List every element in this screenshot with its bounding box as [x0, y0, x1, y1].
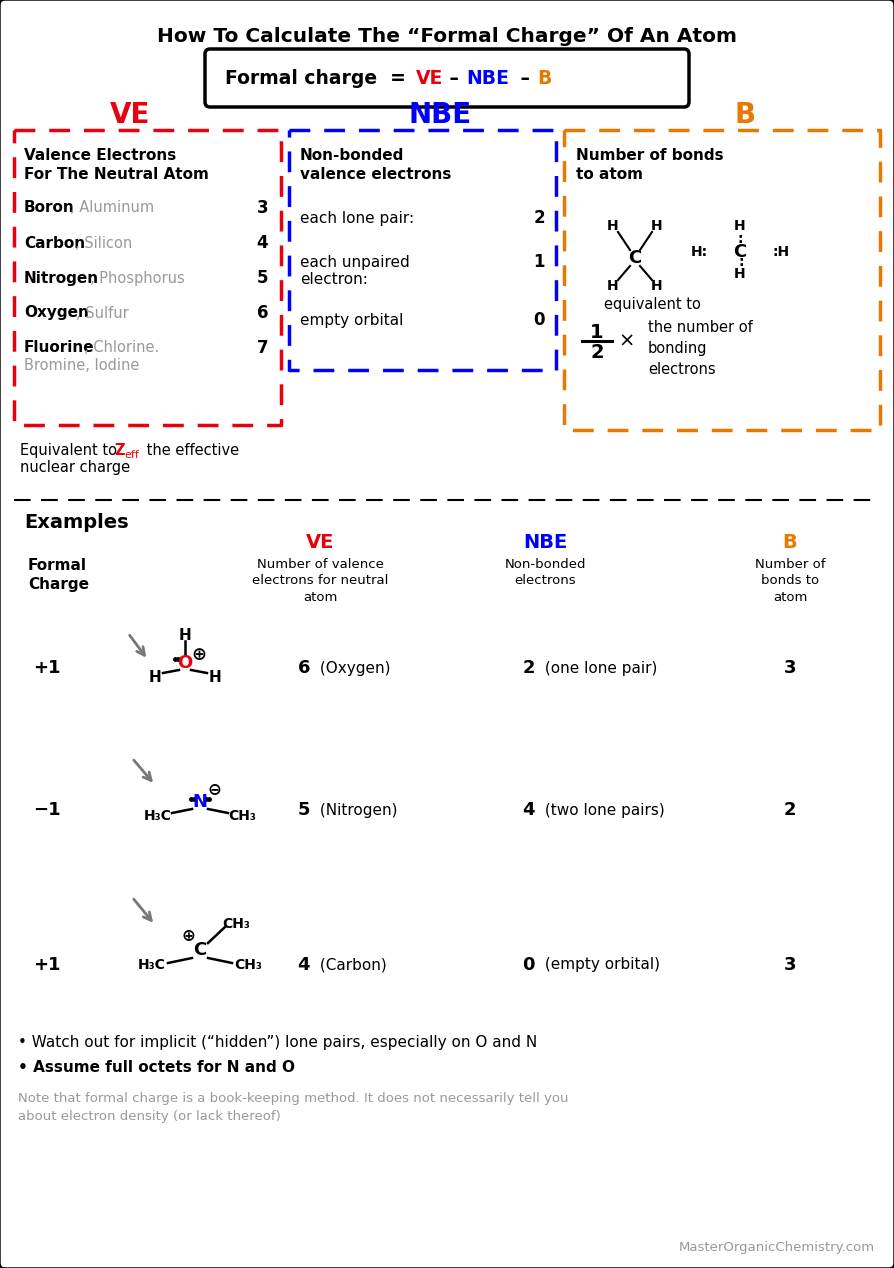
Text: ×: × — [619, 331, 636, 350]
Text: 6: 6 — [298, 659, 310, 677]
Text: Non-bonded
electrons: Non-bonded electrons — [504, 558, 586, 587]
Text: Z: Z — [114, 443, 124, 458]
Text: Note that formal charge is a book-keeping method. It does not necessarily tell y: Note that formal charge is a book-keepin… — [18, 1092, 569, 1123]
Text: H₃C: H₃C — [138, 959, 166, 973]
Text: +1: +1 — [33, 659, 61, 677]
Text: • Watch out for implicit (“hidden”) lone pairs, especially on O and N: • Watch out for implicit (“hidden”) lone… — [18, 1035, 537, 1050]
Text: 2: 2 — [784, 801, 797, 819]
Text: , Silicon: , Silicon — [75, 236, 132, 251]
Text: −1: −1 — [33, 801, 61, 819]
FancyBboxPatch shape — [205, 49, 689, 107]
Text: the number of
bonding
electrons: the number of bonding electrons — [648, 320, 753, 377]
Text: :: : — [738, 255, 744, 269]
Text: (Oxygen): (Oxygen) — [315, 661, 391, 676]
Text: H: H — [651, 219, 662, 233]
Text: H: H — [734, 219, 746, 233]
Text: Non-bonded
valence electrons: Non-bonded valence electrons — [300, 148, 451, 183]
Text: the effective: the effective — [142, 443, 239, 458]
Text: 5: 5 — [257, 269, 268, 287]
Text: C: C — [628, 249, 642, 268]
Text: H: H — [607, 219, 619, 233]
Text: (two lone pairs): (two lone pairs) — [540, 803, 665, 818]
Text: H₃C: H₃C — [144, 809, 172, 823]
Text: 0: 0 — [534, 311, 545, 328]
Text: H: H — [208, 671, 222, 686]
Text: H: H — [734, 268, 746, 281]
Text: B: B — [782, 533, 797, 552]
Text: Number of
bonds to
atom: Number of bonds to atom — [755, 558, 825, 604]
Text: Nitrogen: Nitrogen — [24, 270, 99, 285]
Text: , Sulfur: , Sulfur — [76, 306, 129, 321]
Text: (Carbon): (Carbon) — [315, 957, 387, 973]
Text: ⊖: ⊖ — [207, 781, 221, 799]
Text: Number of valence
electrons for neutral
atom: Number of valence electrons for neutral … — [252, 558, 388, 604]
Text: 4: 4 — [257, 235, 268, 252]
Text: NBE: NBE — [466, 70, 509, 89]
Text: VE: VE — [416, 70, 443, 89]
Text: +1: +1 — [33, 956, 61, 974]
Text: How To Calculate The “Formal Charge” Of An Atom: How To Calculate The “Formal Charge” Of … — [157, 27, 737, 46]
Text: , Aluminum: , Aluminum — [70, 200, 154, 216]
Text: :H: :H — [772, 245, 789, 259]
Text: N: N — [192, 792, 207, 812]
Text: C: C — [733, 243, 746, 261]
Text: , Chlorine.: , Chlorine. — [84, 341, 159, 355]
Text: (Nitrogen): (Nitrogen) — [315, 803, 398, 818]
Text: 3: 3 — [784, 659, 797, 677]
Text: each unpaired: each unpaired — [300, 255, 409, 270]
Text: Oxygen: Oxygen — [24, 306, 89, 321]
Text: Bromine, Iodine: Bromine, Iodine — [24, 358, 139, 373]
Text: , Phosphorus: , Phosphorus — [90, 270, 190, 285]
Text: 3: 3 — [257, 199, 268, 217]
Text: CH₃: CH₃ — [234, 959, 262, 973]
Text: Formal
Charge: Formal Charge — [28, 558, 89, 592]
Text: CH₃: CH₃ — [222, 917, 250, 931]
Text: 4: 4 — [298, 956, 310, 974]
Text: H:: H: — [691, 245, 708, 259]
Text: Carbon: Carbon — [24, 236, 85, 251]
Text: Equivalent to: Equivalent to — [20, 443, 122, 458]
Text: :: : — [738, 232, 743, 246]
Text: Boron: Boron — [24, 200, 75, 216]
Text: H: H — [179, 628, 191, 643]
Text: nuclear charge: nuclear charge — [20, 460, 131, 476]
Text: MasterOrganicChemistry.com: MasterOrganicChemistry.com — [679, 1241, 875, 1254]
Text: CH₃: CH₃ — [228, 809, 256, 823]
Text: O: O — [177, 654, 192, 672]
Text: electron:: electron: — [300, 273, 367, 288]
Text: –: – — [443, 70, 466, 89]
Text: empty orbital: empty orbital — [300, 312, 403, 327]
Text: 0: 0 — [522, 956, 535, 974]
Text: Valence Electrons
For The Neutral Atom: Valence Electrons For The Neutral Atom — [24, 148, 209, 183]
Text: • Assume full octets for N and O: • Assume full octets for N and O — [18, 1060, 295, 1075]
Text: 6: 6 — [257, 304, 268, 322]
Text: Examples: Examples — [24, 512, 129, 531]
Text: B: B — [537, 70, 552, 89]
Text: B: B — [735, 101, 755, 129]
Text: –: – — [514, 70, 536, 89]
Text: 1: 1 — [590, 323, 603, 342]
Text: each lone pair:: each lone pair: — [300, 210, 414, 226]
Text: 1: 1 — [534, 254, 545, 271]
Text: ⊕: ⊕ — [191, 645, 207, 664]
Text: 7: 7 — [257, 339, 268, 358]
Text: (empty orbital): (empty orbital) — [540, 957, 660, 973]
Text: eff: eff — [124, 450, 139, 460]
Text: 2: 2 — [590, 342, 603, 361]
Text: (one lone pair): (one lone pair) — [540, 661, 657, 676]
Text: NBE: NBE — [523, 533, 567, 552]
Text: equivalent to: equivalent to — [603, 298, 700, 312]
Text: 2: 2 — [534, 209, 545, 227]
Text: 4: 4 — [522, 801, 535, 819]
Text: H: H — [607, 279, 619, 293]
Text: VE: VE — [110, 101, 150, 129]
Text: 3: 3 — [784, 956, 797, 974]
Text: 5: 5 — [298, 801, 310, 819]
Text: C: C — [193, 941, 207, 959]
Text: Formal charge  =: Formal charge = — [225, 70, 419, 89]
Text: 2: 2 — [522, 659, 535, 677]
Text: NBE: NBE — [409, 101, 471, 129]
Text: VE: VE — [306, 533, 334, 552]
Text: Number of bonds
to atom: Number of bonds to atom — [576, 148, 723, 183]
